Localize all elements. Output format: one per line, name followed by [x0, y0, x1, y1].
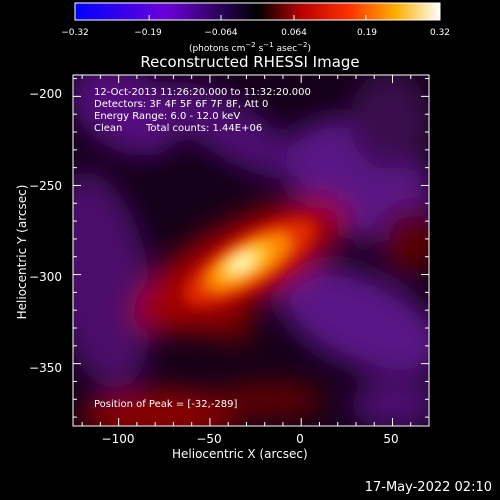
x-tick-label: −100 [101, 432, 135, 446]
colorbar-gradient [74, 2, 441, 21]
colorbar-tick-label: 0.064 [281, 28, 307, 38]
annotation-total-counts: Total counts: 1.44E+06 [146, 123, 263, 134]
colorbar-tick-label: 0.19 [356, 28, 378, 38]
colorbar-tick-label: −0.19 [134, 28, 162, 38]
x-tick-label: 50 [383, 432, 399, 446]
axis-tickmarks [73, 75, 430, 426]
plot-frame [72, 74, 430, 427]
y-tick-label: −200 [29, 87, 62, 101]
y-tick-label: −300 [29, 270, 62, 284]
colorbar-tick-label: −0.32 [61, 28, 89, 38]
x-tick-label: 0 [296, 432, 304, 446]
annotation-time-range: 12-Oct-2013 11:26:20.000 to 11:32:20.000 [94, 87, 311, 98]
colorbar-tick-label: 0.32 [429, 28, 451, 38]
colorbar-units-label: (photons cm−2 s−1 asec−2) [188, 41, 312, 54]
x-axis-label: Heliocentric X (arcsec) [172, 447, 308, 461]
colorbar-tickmarks [74, 15, 441, 20]
colorbar-tick-label: −0.064 [204, 28, 238, 38]
y-tick-label: −250 [29, 179, 62, 193]
y-tick-label: −350 [29, 361, 62, 375]
colorbar [74, 2, 441, 21]
annotation-energy-range: Energy Range: 6.0 - 12.0 keV [94, 111, 241, 122]
timestamp: 17-May-2022 02:10 [364, 480, 492, 495]
annotation-detectors: Detectors: 3F 4F 5F 6F 7F 8F, Att 0 [94, 99, 269, 110]
chart-title: Reconstructed RHESSI Image [140, 53, 360, 71]
annotation-clean: Clean [94, 123, 123, 134]
annotation-peak-position: Position of Peak = [-32,-289] [94, 399, 238, 410]
y-axis-label: Heliocentric Y (arcsec) [15, 184, 29, 320]
heatmap-image [73, 75, 429, 426]
x-tick-label: −50 [196, 432, 222, 446]
